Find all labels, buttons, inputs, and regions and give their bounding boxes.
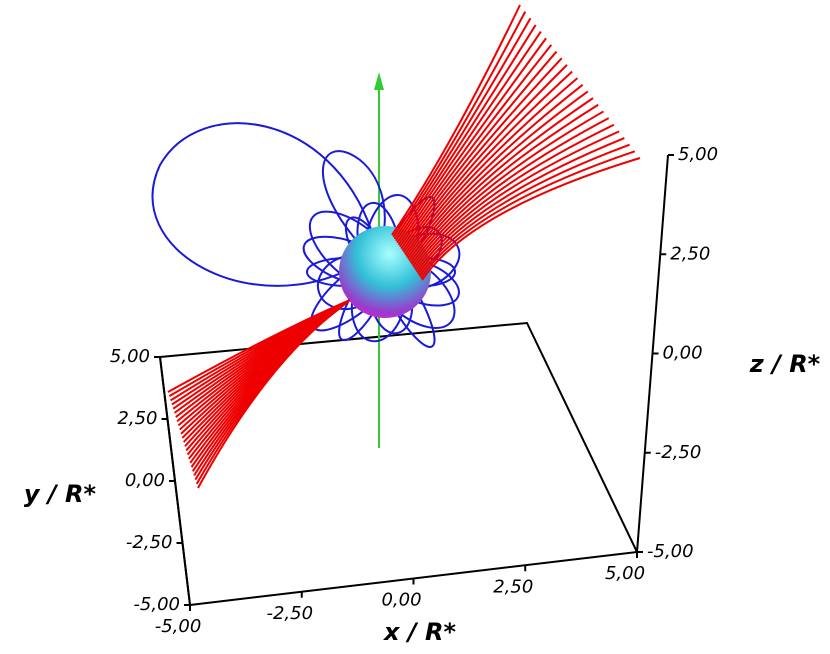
closed-field-line [321, 150, 386, 251]
open-field-line [197, 307, 341, 489]
x-tick-label: 5,00 [605, 563, 645, 584]
open-field-line [408, 90, 589, 261]
x-axis-label: x / R* [383, 618, 456, 646]
z-tick-label: 2,50 [670, 243, 710, 264]
y-tick-label: 2,50 [117, 408, 157, 429]
y-tick-label: 5,00 [110, 346, 150, 367]
closed-field-line [151, 122, 373, 287]
open-field-line [414, 123, 615, 271]
open-field-line [415, 130, 620, 273]
z-tick-label: 5,00 [678, 144, 718, 165]
open-field-line [413, 117, 610, 269]
open-field-line [392, 11, 527, 238]
open-field-line [401, 57, 563, 252]
open-field-line [412, 110, 604, 267]
open-field-line [405, 77, 579, 258]
open-field-line [402, 64, 568, 254]
open-field-line [391, 4, 521, 236]
z-tick-label: -5,00 [647, 541, 694, 562]
field-lines [151, 4, 641, 489]
open-field-line [417, 137, 625, 275]
y-axis-label: y / R* [24, 480, 97, 508]
open-field-line [418, 143, 630, 277]
open-field-line [399, 44, 553, 248]
z-tick-label: -2,50 [655, 442, 702, 463]
x-tick-label: 0,00 [381, 590, 421, 611]
z-tick-label: 0,00 [663, 343, 703, 364]
open-field-line [396, 31, 542, 244]
open-field-line [393, 17, 532, 240]
y-tick-label: -2,50 [126, 532, 173, 553]
open-field-line [404, 70, 573, 256]
open-field-line [421, 157, 641, 281]
open-field-line [410, 103, 599, 265]
open-field-line [400, 50, 558, 250]
axis-arrow [374, 72, 384, 90]
open-field-line [397, 37, 547, 246]
y-tick-label: -5,00 [133, 594, 180, 615]
x-tick-label: -5,00 [155, 616, 202, 637]
open-field-line [406, 84, 584, 260]
open-field-line [409, 97, 594, 263]
open-field-line [419, 150, 636, 279]
open-field-line [395, 24, 537, 242]
x-tick-label: 2,50 [493, 576, 533, 597]
y-tick-label: 0,00 [125, 470, 165, 491]
z-axis-label: z / R* [749, 350, 821, 378]
x-tick-label: -2,50 [266, 603, 313, 624]
